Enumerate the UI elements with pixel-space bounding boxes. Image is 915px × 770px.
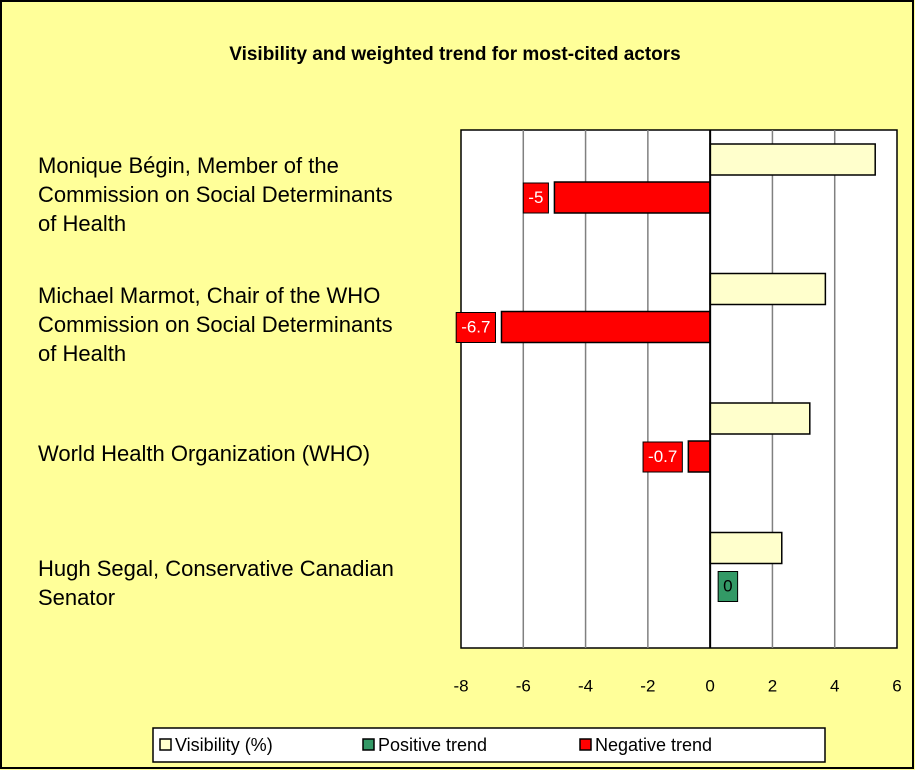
bar bbox=[709, 143, 876, 176]
x-tick-label: 4 bbox=[830, 676, 839, 695]
category-label: Hugh Segal, Conservative Canadian Senato… bbox=[38, 556, 394, 610]
bar bbox=[709, 272, 827, 306]
bar bbox=[709, 402, 811, 435]
bar bbox=[687, 440, 711, 473]
legend-box bbox=[152, 727, 826, 763]
x-tick-label: 0 bbox=[705, 676, 714, 695]
category-label: Monique Bégin, Member of the Commission … bbox=[38, 153, 393, 236]
chart-title: Visibility and weighted trend for most-c… bbox=[229, 44, 681, 65]
x-tick-label: -2 bbox=[640, 676, 655, 695]
data-label-box bbox=[717, 571, 739, 602]
legend-marker bbox=[159, 738, 172, 751]
data-label: -6.7 bbox=[461, 317, 490, 336]
x-tick-label: -6 bbox=[516, 676, 531, 695]
data-label: -5 bbox=[528, 188, 543, 207]
x-tick-label: 6 bbox=[892, 676, 901, 695]
x-tick-label: -4 bbox=[578, 676, 593, 695]
data-label-box bbox=[522, 182, 549, 214]
bar bbox=[500, 310, 711, 344]
x-tick-label: -8 bbox=[453, 676, 468, 695]
legend-label: Visibility (%) bbox=[175, 735, 273, 755]
data-label-box bbox=[642, 441, 683, 473]
legend-marker bbox=[362, 738, 375, 751]
plot-area bbox=[460, 129, 898, 649]
legend-label: Positive trend bbox=[378, 735, 487, 755]
category-label: Michael Marmot, Chair of the WHO Commiss… bbox=[38, 282, 393, 366]
legend-marker bbox=[579, 738, 592, 751]
bar bbox=[553, 181, 711, 214]
data-label-box bbox=[455, 312, 496, 343]
data-label: 0 bbox=[723, 576, 732, 595]
legend-label: Negative trend bbox=[595, 735, 712, 755]
bar bbox=[709, 531, 783, 565]
category-label: World Health Organization (WHO) bbox=[38, 441, 371, 466]
x-tick-label: 2 bbox=[768, 676, 777, 695]
data-label: -0.7 bbox=[648, 447, 677, 466]
